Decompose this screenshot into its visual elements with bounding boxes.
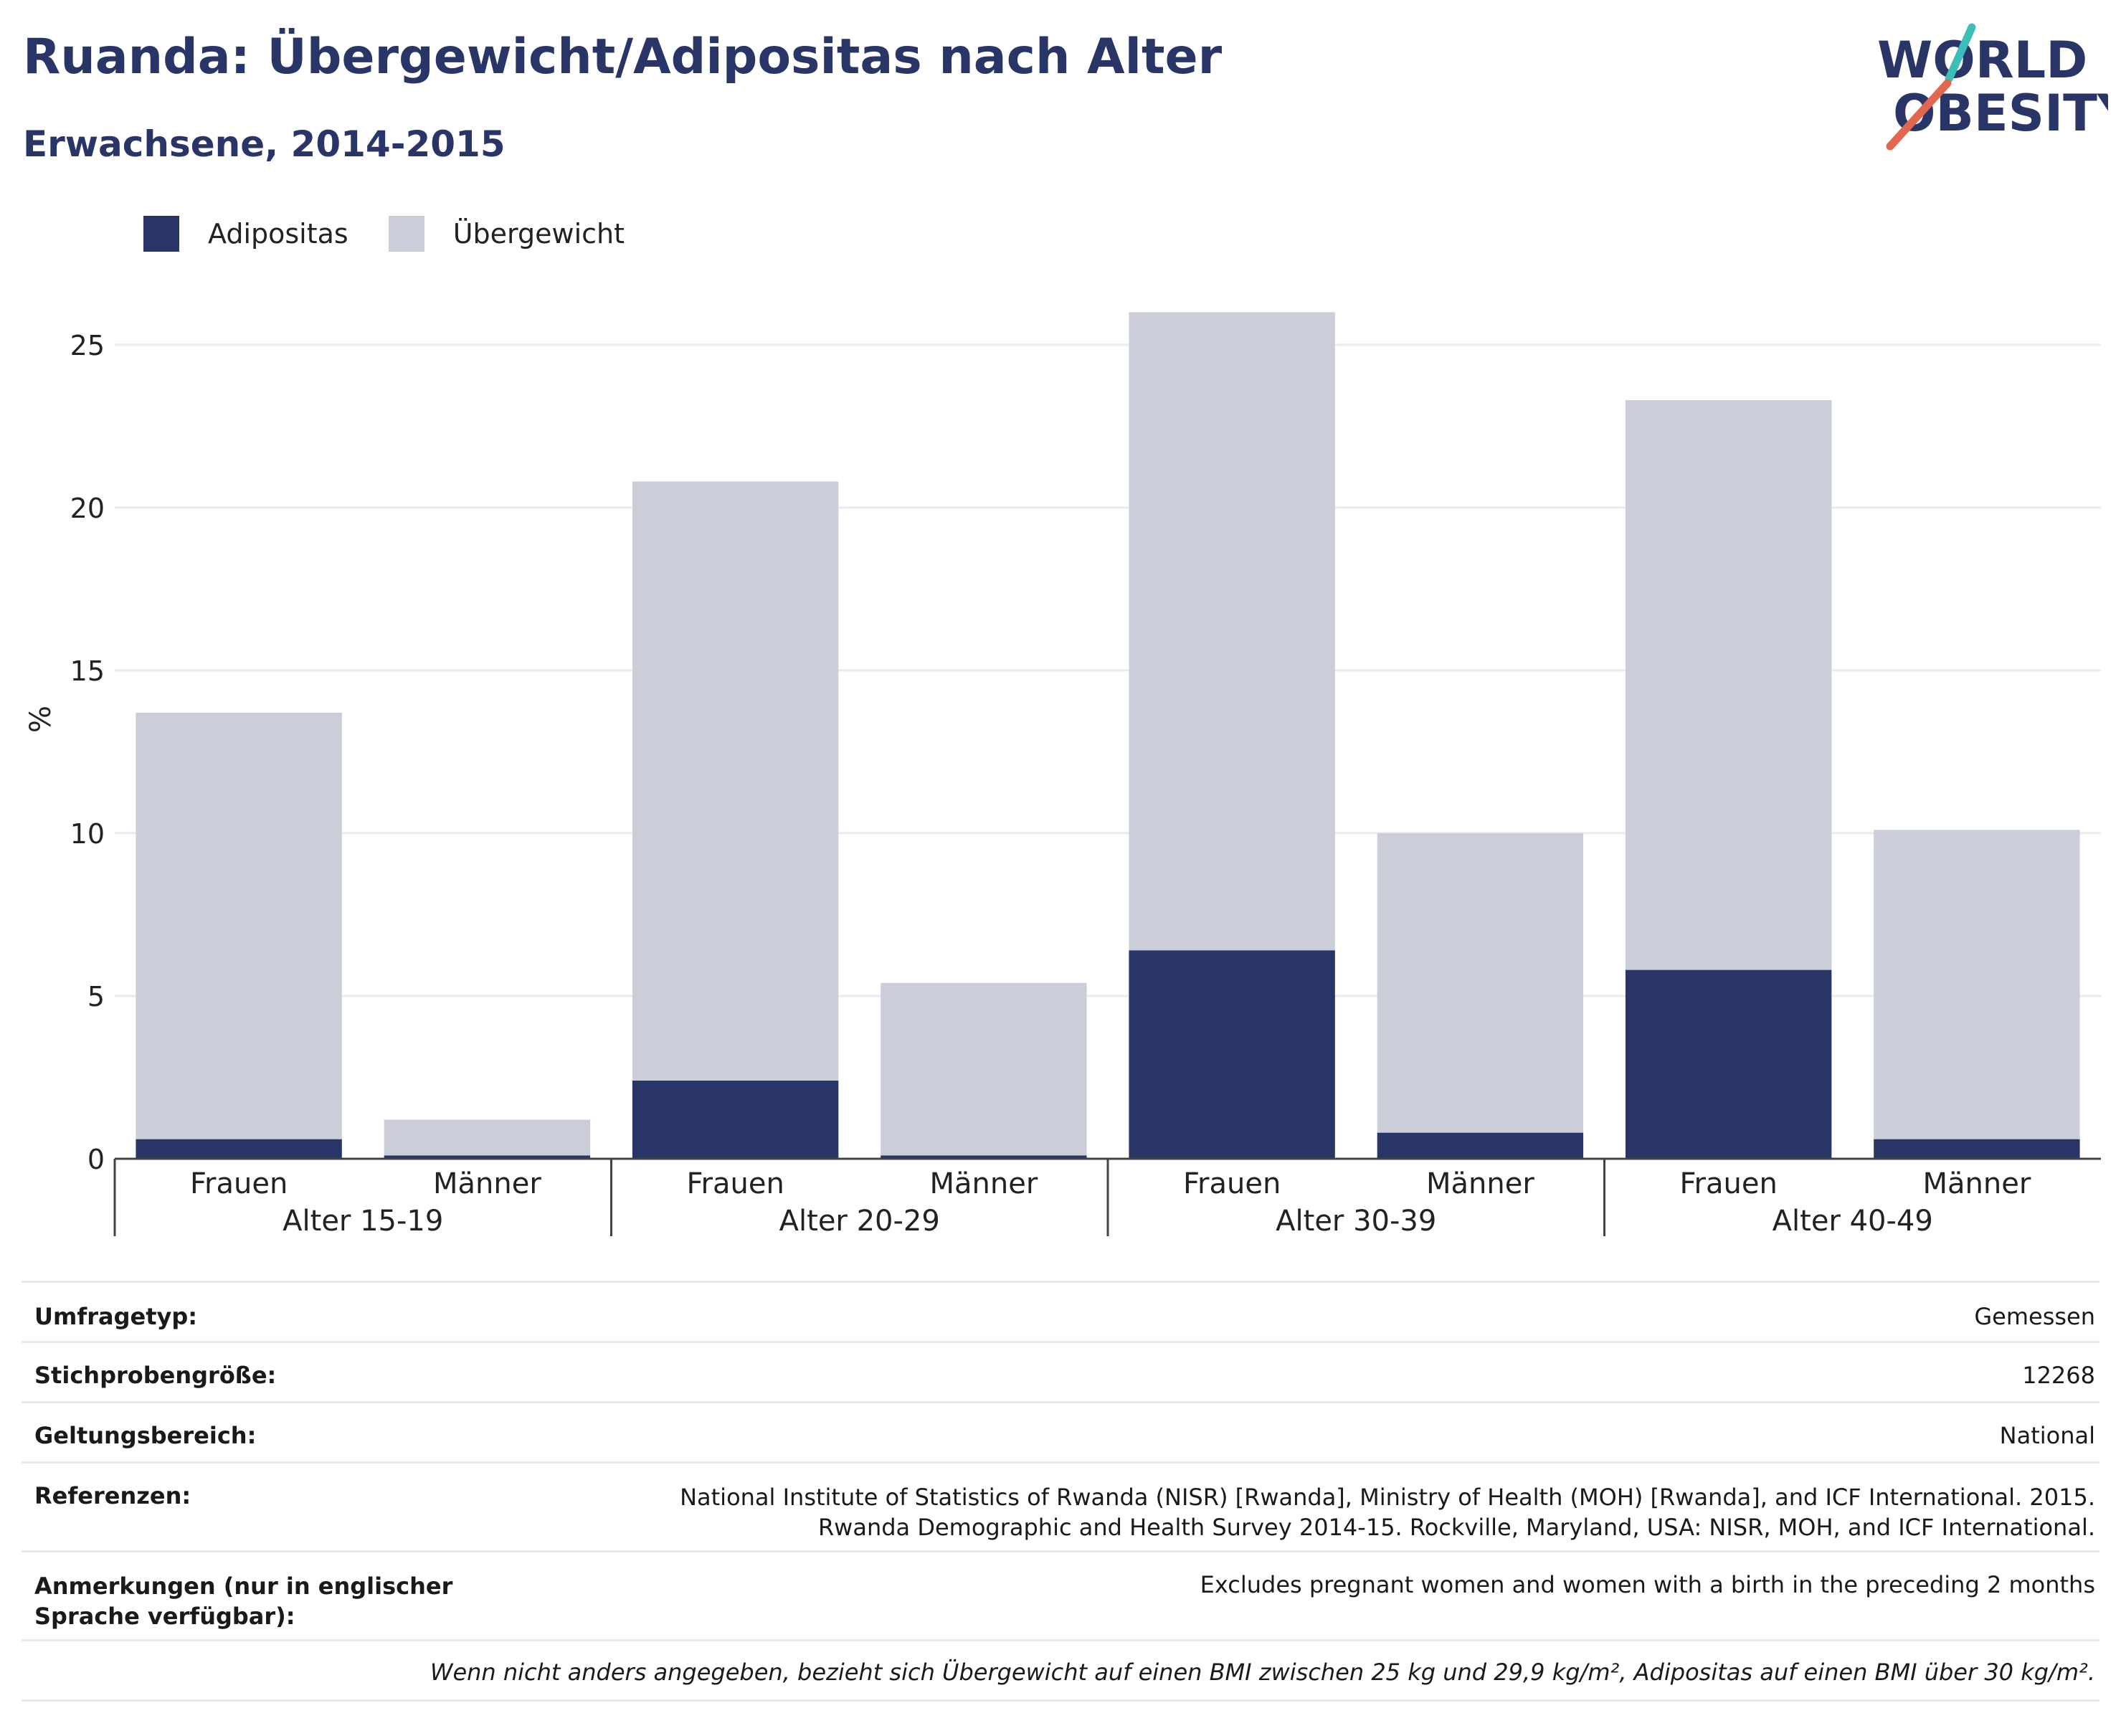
info-row-survey-type: Umfragetyp: Gemessen: [22, 1281, 2099, 1342]
page-title: Ruanda: Übergewicht/Adipositas nach Alte…: [23, 29, 1223, 85]
y-tick-label: 5: [87, 981, 105, 1012]
info-table: Umfragetyp: Gemessen Stichprobengröße: 1…: [22, 1281, 2099, 1702]
page-subtitle: Erwachsene, 2014-2015: [23, 123, 506, 165]
chart-legend: Adipositas Übergewicht: [143, 212, 665, 255]
y-tick-label: 25: [70, 330, 105, 361]
y-tick-label: 20: [70, 493, 105, 524]
x-group-label: Alter 20-29: [779, 1205, 940, 1238]
info-row-sample-size: Stichprobengröße: 12268: [22, 1341, 2099, 1403]
x-category-label: Männer: [433, 1167, 541, 1200]
bar-adipositas: [136, 1139, 342, 1159]
x-category-label: Frauen: [190, 1167, 288, 1200]
y-axis-label: %: [24, 706, 57, 733]
bar-uebergewicht: [136, 712, 342, 1139]
info-value: National Institute of Statistics of Rwan…: [608, 1461, 2099, 1552]
legend-swatch-uebergewicht: [388, 216, 424, 252]
bar-adipositas: [384, 1155, 591, 1159]
x-category-label: Männer: [1426, 1167, 1534, 1200]
info-value: Gemessen: [608, 1281, 2099, 1342]
y-tick-label: 15: [70, 655, 105, 687]
stacked-bar-chart: 0 5 10 15 20 25% Frauen Männer Frauen Männer Fraue…: [24, 312, 2101, 1238]
legend-swatch-adipositas: [143, 216, 179, 252]
info-value: Excludes pregnant women and women with a…: [608, 1550, 2099, 1641]
bar-uebergewicht: [881, 982, 1087, 1156]
info-row-notes: Anmerkungen (nur in englischer Sprache v…: [22, 1550, 2099, 1641]
bar-uebergewicht: [1625, 400, 1832, 970]
info-label: Referenzen:: [22, 1461, 608, 1552]
legend-item-adipositas[interactable]: Adipositas: [143, 216, 348, 252]
info-footnote: Wenn nicht anders angegeben, bezieht sic…: [22, 1639, 2099, 1702]
x-category-label: Frauen: [1183, 1167, 1281, 1200]
x-category-label: Frauen: [1679, 1167, 1777, 1200]
info-row-references: Referenzen: National Institute of Statis…: [22, 1461, 2099, 1552]
bar-adipositas: [881, 1155, 1087, 1159]
x-category-label: Frauen: [686, 1167, 784, 1200]
world-obesity-logo: WORLD OBESITY: [1877, 23, 2108, 151]
x-category-label: Männer: [929, 1167, 1038, 1200]
info-row-footnote: Wenn nicht anders angegeben, bezieht sic…: [22, 1639, 2099, 1702]
info-label: Geltungsbereich:: [22, 1401, 608, 1463]
x-category-label: Männer: [1922, 1167, 2031, 1200]
bar-adipositas: [632, 1081, 839, 1159]
logo-slash-coral: [1886, 79, 1952, 151]
info-label: Stichprobengröße:: [22, 1341, 608, 1403]
logo-line-1: WORLD: [1877, 31, 2087, 90]
y-tick-label: 10: [70, 818, 105, 850]
x-group-label: Alter 15-19: [283, 1205, 443, 1238]
bar-uebergewicht: [1129, 312, 1335, 951]
legend-item-uebergewicht[interactable]: Übergewicht: [388, 216, 625, 252]
x-group-label: Alter 40-49: [1773, 1205, 1933, 1238]
info-row-scope: Geltungsbereich: National: [22, 1401, 2099, 1463]
logo-slash-teal: [1945, 23, 1976, 83]
bar-adipositas: [1377, 1132, 1584, 1159]
bar-adipositas: [1625, 969, 1832, 1159]
bar-adipositas: [1874, 1139, 2080, 1159]
y-tick-label: 0: [87, 1144, 105, 1175]
info-value: National: [608, 1401, 2099, 1463]
bar-uebergewicht: [1874, 830, 2080, 1139]
bar-uebergewicht: [632, 481, 839, 1081]
bar-uebergewicht: [1377, 833, 1584, 1133]
legend-label-adipositas: Adipositas: [208, 218, 348, 250]
bar-uebergewicht: [384, 1119, 591, 1156]
x-group-label: Alter 30-39: [1276, 1205, 1436, 1238]
info-label: Umfragetyp:: [22, 1281, 608, 1342]
legend-label-uebergewicht: Übergewicht: [452, 218, 625, 250]
info-value: 12268: [608, 1341, 2099, 1403]
logo-line-2: OBESITY: [1893, 84, 2108, 143]
bar-adipositas: [1129, 950, 1335, 1159]
info-label: Anmerkungen (nur in englischer Sprache v…: [22, 1550, 608, 1641]
